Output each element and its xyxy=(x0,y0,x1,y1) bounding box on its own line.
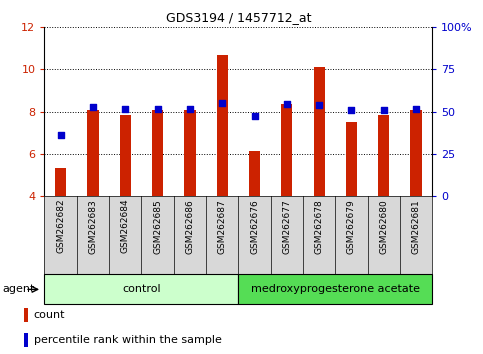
Point xyxy=(412,107,420,112)
Bar xyxy=(281,104,293,196)
Bar xyxy=(313,67,325,196)
Point xyxy=(186,107,194,112)
Text: medroxyprogesterone acetate: medroxyprogesterone acetate xyxy=(251,284,420,295)
Point xyxy=(348,108,355,113)
Bar xyxy=(411,110,422,196)
Bar xyxy=(120,115,131,196)
Bar xyxy=(25,333,28,347)
Text: GSM262677: GSM262677 xyxy=(283,199,291,253)
Text: GSM262683: GSM262683 xyxy=(88,199,98,253)
Text: agent: agent xyxy=(2,284,35,295)
Text: GSM262682: GSM262682 xyxy=(56,199,65,253)
Text: GSM262684: GSM262684 xyxy=(121,199,130,253)
Point xyxy=(218,100,226,106)
Text: GSM262687: GSM262687 xyxy=(218,199,227,253)
Text: GSM262685: GSM262685 xyxy=(153,199,162,253)
Bar xyxy=(25,308,28,322)
Text: GSM262686: GSM262686 xyxy=(185,199,194,253)
Point xyxy=(121,107,129,112)
Text: percentile rank within the sample: percentile rank within the sample xyxy=(34,335,222,345)
Point xyxy=(283,101,291,107)
Bar xyxy=(152,110,163,196)
Point xyxy=(380,108,388,113)
Text: GSM262676: GSM262676 xyxy=(250,199,259,253)
Point xyxy=(57,132,64,138)
Point xyxy=(315,102,323,108)
Bar xyxy=(44,274,239,304)
Bar xyxy=(184,110,196,196)
Title: GDS3194 / 1457712_at: GDS3194 / 1457712_at xyxy=(166,11,311,24)
Text: GSM262678: GSM262678 xyxy=(314,199,324,253)
Bar xyxy=(249,151,260,196)
Text: GSM262679: GSM262679 xyxy=(347,199,356,253)
Bar xyxy=(378,115,389,196)
Point xyxy=(89,104,97,110)
Bar xyxy=(216,55,228,196)
Text: count: count xyxy=(34,310,65,320)
Bar xyxy=(346,122,357,196)
Bar xyxy=(87,110,99,196)
Text: GSM262680: GSM262680 xyxy=(379,199,388,253)
Point xyxy=(154,107,161,112)
Text: GSM262681: GSM262681 xyxy=(412,199,421,253)
Bar xyxy=(55,168,66,196)
Point xyxy=(251,113,258,119)
Text: control: control xyxy=(122,284,161,295)
Bar xyxy=(239,274,432,304)
